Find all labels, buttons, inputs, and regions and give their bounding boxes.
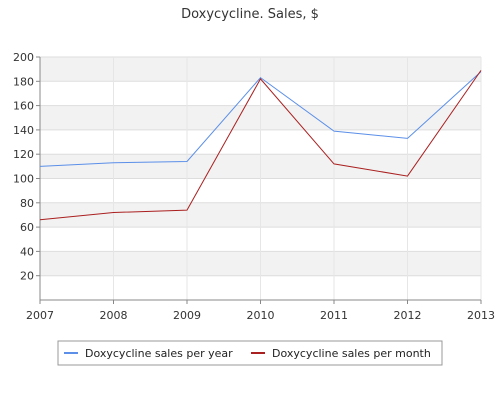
legend-label-1: Doxycycline sales per year xyxy=(85,347,233,360)
series-line-2 xyxy=(39,70,482,221)
x-tick-label: 2010 xyxy=(247,309,275,322)
y-tick-label: 160 xyxy=(13,100,34,113)
y-tick-label: 80 xyxy=(20,197,34,210)
x-tick-label: 2009 xyxy=(173,309,201,322)
x-tick-label: 2013 xyxy=(467,309,495,322)
series-line-1 xyxy=(39,71,482,167)
y-tick-label: 40 xyxy=(20,245,34,258)
y-tick-label: 60 xyxy=(20,221,34,234)
legend: Doxycycline sales per year Doxycycline sa… xyxy=(57,340,443,366)
y-tick-label: 140 xyxy=(13,124,34,137)
y-tick-label: 180 xyxy=(13,75,34,88)
legend-box xyxy=(57,340,443,366)
y-tick-label: 120 xyxy=(13,148,34,161)
x-tick-label: 2012 xyxy=(394,309,422,322)
axes xyxy=(36,56,482,304)
legend-label-2: Doxycycline sales per month xyxy=(272,347,431,360)
x-tick-label: 2008 xyxy=(100,309,128,322)
chart-title: Doxycycline. Sales, $ xyxy=(181,7,319,22)
tick-labels: 20 40 60 80 100 120 140 160 180 200 2007 2008 2009 20… xyxy=(13,51,495,322)
y-tick-label: 100 xyxy=(13,173,34,186)
series-lines xyxy=(39,70,482,221)
y-tick-label: 20 xyxy=(20,270,34,283)
x-tick-label: 2007 xyxy=(26,309,54,322)
y-tick-label: 200 xyxy=(13,51,34,64)
x-tick-label: 2011 xyxy=(320,309,348,322)
gridlines xyxy=(39,56,482,300)
